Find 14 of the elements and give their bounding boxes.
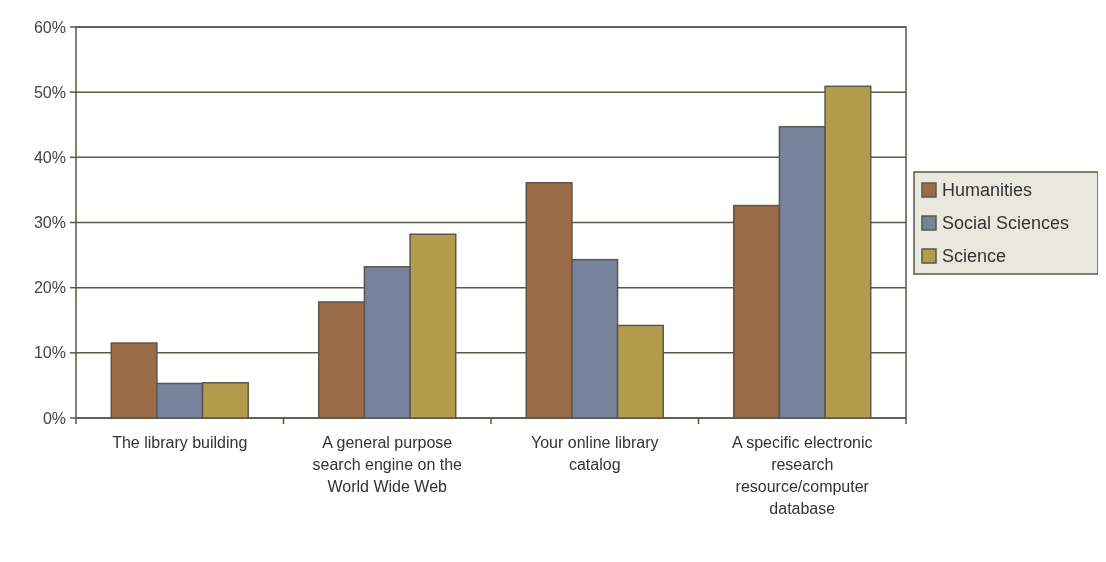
legend-label: Social Sciences <box>942 213 1070 234</box>
legend-label: Science <box>942 246 1007 267</box>
legend-label: Humanities <box>942 180 1033 201</box>
x-tick-label: A general purpose search engine on the World Wide Web <box>312 434 463 495</box>
y-tick-label: 0% <box>42 409 66 427</box>
x-tick-label: A specific electronic research resource/computer database <box>731 434 873 517</box>
y-tick-label: 60% <box>33 18 66 36</box>
y-tick-label: 40% <box>33 148 66 166</box>
y-tick-label: 10% <box>33 344 66 362</box>
x-tick-label: The library building <box>112 434 248 451</box>
y-tick-label: 20% <box>33 279 66 297</box>
x-tick-label: Your online library catalog <box>531 434 659 473</box>
y-tick-label: 50% <box>33 83 66 101</box>
y-tick-label: 30% <box>33 214 66 232</box>
